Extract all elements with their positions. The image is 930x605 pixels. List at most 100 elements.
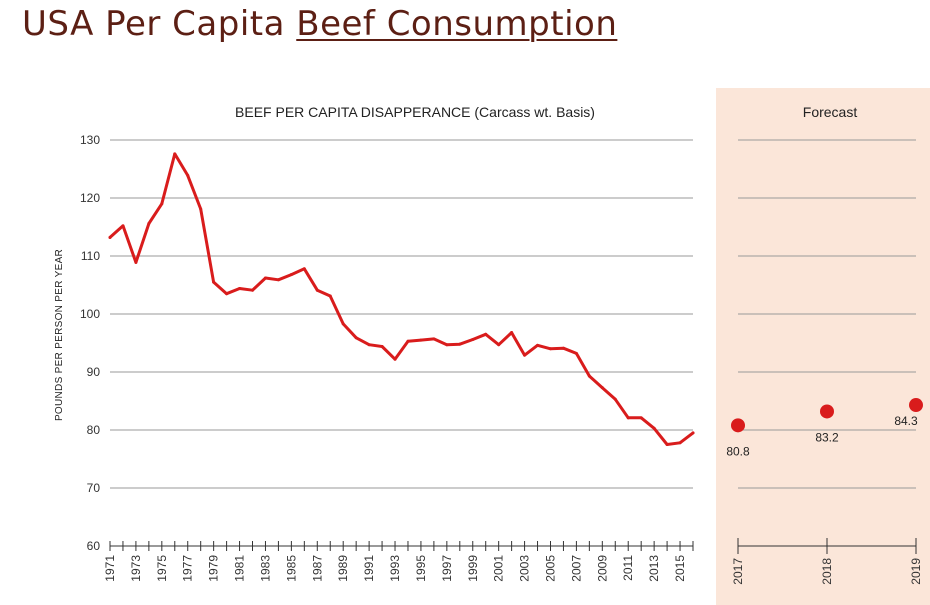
data-point	[108, 235, 112, 239]
data-point	[276, 278, 280, 282]
forecast-x-axis: 2017 2018 2019	[731, 538, 923, 585]
x-tick-label: 1977	[181, 555, 195, 582]
x-tick-label: 1987	[310, 555, 324, 582]
y-tick-label: 70	[87, 481, 101, 495]
data-point	[678, 441, 682, 445]
data-point	[458, 342, 462, 346]
data-point	[328, 294, 332, 298]
data-point	[315, 288, 319, 292]
data-point	[497, 343, 501, 347]
y-tick-label: 120	[80, 191, 100, 205]
data-point	[510, 331, 514, 335]
data-point	[212, 280, 216, 284]
data-point	[626, 416, 630, 420]
x-tick-label: 1993	[388, 555, 402, 582]
x-tick-label: 1973	[129, 555, 143, 582]
main-gridlines	[110, 139, 693, 489]
data-point	[134, 260, 138, 264]
forecast-tick-label: 2019	[909, 558, 923, 585]
data-point	[225, 292, 229, 296]
data-point	[600, 386, 604, 390]
data-point	[613, 397, 617, 401]
data-point	[587, 374, 591, 378]
data-point	[302, 267, 306, 271]
forecast-points: 80.8 83.2 84.3	[726, 398, 923, 458]
data-point	[445, 343, 449, 347]
data-point	[380, 344, 384, 348]
x-tick-label: 2001	[492, 555, 506, 582]
x-tick-label: 1995	[414, 555, 428, 582]
x-tick-label: 1983	[258, 555, 272, 582]
x-axis: 1971 1973 1975 1977 1979 1981 1983 1985 1987 1989…	[103, 541, 694, 582]
data-point	[652, 426, 656, 430]
page-title-plain: USA Per Capita	[22, 4, 297, 44]
data-point	[238, 286, 242, 290]
forecast-point	[731, 418, 745, 433]
page-title-underlined: Beef Consumption	[296, 4, 618, 44]
data-point	[574, 351, 578, 355]
x-tick-label: 1997	[440, 555, 454, 582]
forecast-title: Forecast	[803, 104, 858, 120]
data-point	[263, 276, 267, 280]
data-point	[367, 343, 371, 347]
y-tick-label: 60	[87, 539, 101, 553]
series-line	[108, 152, 695, 446]
x-tick-label: 1971	[103, 555, 117, 582]
x-tick-label: 1985	[284, 555, 298, 582]
y-tick-label: 80	[87, 423, 101, 437]
series-line-group	[108, 152, 695, 446]
data-point	[199, 207, 203, 211]
forecast-tick-label: 2017	[731, 558, 745, 585]
x-tick-label: 1975	[155, 555, 169, 582]
x-tick-label: 2013	[647, 555, 661, 582]
forecast-gridlines	[738, 139, 916, 489]
data-point	[173, 152, 177, 156]
data-point	[432, 337, 436, 341]
forecast-point	[909, 398, 923, 413]
data-point	[147, 222, 151, 226]
x-tick-label: 1991	[362, 555, 376, 582]
x-tick-label: 1989	[336, 555, 350, 582]
data-point	[251, 288, 255, 292]
y-tick-label: 110	[81, 249, 100, 263]
y-axis-label: POUNDS PER PERSON PER YEAR	[54, 249, 65, 421]
data-point	[354, 336, 358, 340]
x-tick-label: 2011	[621, 555, 635, 581]
y-tick-label: 100	[80, 307, 100, 321]
x-tick-label: 1981	[233, 555, 247, 582]
x-tick-label: 2007	[569, 555, 583, 582]
data-point	[639, 416, 643, 420]
x-tick-label: 1979	[207, 555, 221, 582]
x-tick-label: 2015	[673, 555, 687, 582]
data-point	[536, 343, 540, 347]
data-point	[471, 338, 475, 342]
y-tick-label: 90	[87, 365, 101, 379]
data-point	[186, 173, 190, 177]
page-title: USA Per Capita Beef Consumption	[22, 4, 617, 44]
chart-title: BEEF PER CAPITA DISAPPERANCE (Carcass wt…	[235, 104, 595, 120]
y-tick-label: 130	[80, 133, 100, 147]
forecast-data-label: 84.3	[894, 414, 918, 428]
data-point	[160, 202, 164, 206]
forecast-data-label: 83.2	[815, 430, 839, 444]
forecast-tick-label: 2018	[820, 558, 834, 585]
data-point	[393, 357, 397, 361]
data-point	[121, 224, 125, 228]
data-point	[561, 346, 565, 350]
x-tick-label: 2009	[595, 555, 609, 582]
data-point	[665, 443, 669, 446]
data-point	[341, 322, 345, 326]
data-point	[419, 338, 423, 342]
x-tick-label: 2005	[543, 555, 557, 582]
y-tick-labels: 60 70 80 90 100 110 120 130	[80, 133, 100, 553]
data-point	[523, 353, 527, 357]
data-point	[406, 339, 410, 343]
x-tick-label: 2003	[518, 555, 532, 582]
x-tick-label: 1999	[466, 555, 480, 582]
data-point	[548, 347, 552, 351]
data-point	[691, 431, 695, 435]
forecast-panel	[716, 88, 930, 605]
data-point	[289, 273, 293, 277]
data-point	[484, 332, 488, 336]
